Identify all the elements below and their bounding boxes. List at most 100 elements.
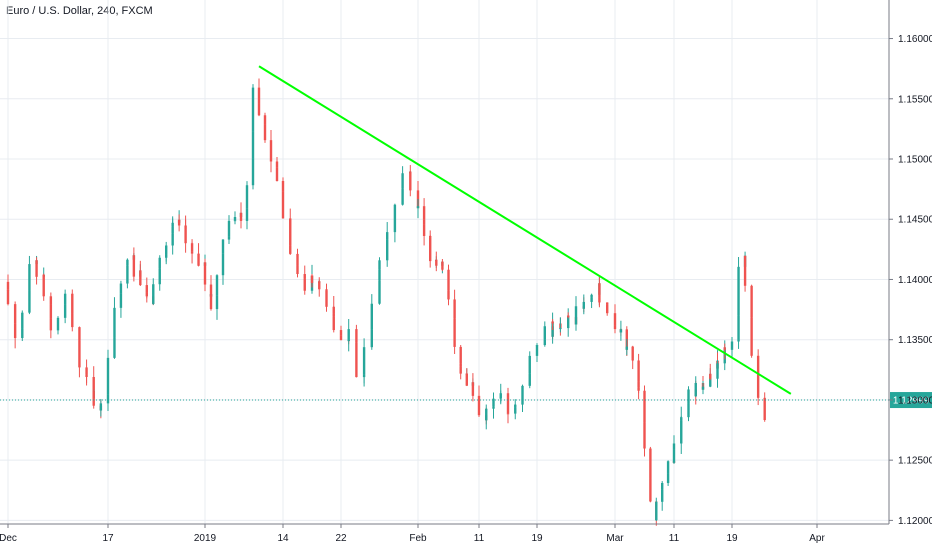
candle-body <box>386 232 389 240</box>
candle-body <box>506 397 510 414</box>
candle-body <box>435 259 438 266</box>
candle-body <box>750 285 753 318</box>
x-tick-label: 11 <box>474 533 485 544</box>
candle-body <box>139 270 142 286</box>
candle-body <box>716 363 719 369</box>
candle-body <box>672 443 676 450</box>
candle-body <box>171 222 174 227</box>
candle-body <box>289 233 292 246</box>
candle-body <box>477 395 481 408</box>
candle-body <box>132 255 136 277</box>
candle-body <box>233 217 237 221</box>
candle-body <box>637 360 640 382</box>
chart-title: Euro / U.S. Dollar, 240, FXCM <box>6 5 153 17</box>
candle-body <box>28 290 31 313</box>
candle-body <box>637 387 640 391</box>
y-tick-label: 1.15000 <box>898 155 932 166</box>
candle-body <box>269 153 273 162</box>
candle-body <box>362 347 366 375</box>
candle-body <box>687 389 690 404</box>
candle-body <box>672 449 676 463</box>
candle-body <box>567 315 570 329</box>
current-price-badge <box>890 392 932 409</box>
candle-body <box>441 261 444 270</box>
candle-body <box>78 340 81 368</box>
candle-body <box>422 224 426 236</box>
candle-body <box>251 87 255 132</box>
candle-body <box>453 299 456 319</box>
candle-body <box>574 306 578 325</box>
y-tick-label: 1.12500 <box>898 456 932 467</box>
candle-body <box>355 329 358 343</box>
candle-body <box>709 373 712 387</box>
candle-body <box>528 355 531 374</box>
candle-body <box>245 208 249 221</box>
candle-body <box>263 124 267 141</box>
candle-body <box>325 290 328 307</box>
x-tick-label: 19 <box>726 533 738 544</box>
candle-body <box>203 262 207 285</box>
candle-body <box>49 318 53 331</box>
candle-body <box>126 259 129 266</box>
candle-body <box>680 417 683 421</box>
x-tick-label: 11 <box>669 533 680 544</box>
x-tick-label: 22 <box>335 533 347 544</box>
candle-body <box>56 317 60 320</box>
candle-body <box>649 448 652 479</box>
candle-body <box>492 398 495 407</box>
y-tick-label: 1.16000 <box>898 34 932 45</box>
candle-body <box>619 329 623 333</box>
candle-body <box>209 294 213 310</box>
y-tick-label: 1.15500 <box>898 94 932 105</box>
candle-body <box>598 297 601 303</box>
candle-body <box>378 280 381 304</box>
candle-body <box>257 87 261 104</box>
candle-body <box>296 265 299 275</box>
candle-body <box>453 318 456 347</box>
x-tick-label: 2019 <box>194 533 217 544</box>
candle-body <box>429 237 432 262</box>
candle-body <box>215 275 219 296</box>
candle-body <box>551 321 554 324</box>
candle-body <box>535 345 539 347</box>
candle-body <box>92 391 95 406</box>
candle-body <box>275 167 279 182</box>
candle-body <box>631 346 634 359</box>
candle-body <box>409 171 412 191</box>
candle-body <box>119 293 123 308</box>
candle-body <box>63 293 67 305</box>
candle-body <box>637 381 640 388</box>
candle-body <box>393 204 397 213</box>
candle-body <box>126 265 129 284</box>
candle-body <box>190 251 194 254</box>
candle-body <box>625 346 628 350</box>
candle-body <box>332 316 335 331</box>
current-price-label: 1.12999 <box>893 396 930 407</box>
candle-body <box>661 482 664 490</box>
candle-body <box>743 255 747 286</box>
candle-body <box>42 274 45 297</box>
y-tick-label: 1.12000 <box>898 516 932 527</box>
candle-body <box>701 386 705 390</box>
candle-body <box>543 339 546 346</box>
candle-body <box>106 394 110 404</box>
candle-body <box>680 420 683 444</box>
candle-body <box>197 260 200 266</box>
candle-body <box>666 461 670 474</box>
candle-body <box>171 233 174 246</box>
candle-body <box>158 257 161 269</box>
candle-body <box>113 307 116 338</box>
candle-body <box>221 239 225 254</box>
candle-body <box>177 219 181 226</box>
candle-body <box>339 335 343 341</box>
candle-body <box>477 407 481 416</box>
candle-body <box>521 385 524 395</box>
candle-body <box>723 347 726 350</box>
y-tick-label: 1.13500 <box>898 335 932 346</box>
candle-body <box>152 284 155 304</box>
candle-body <box>750 317 753 356</box>
x-tick-label: 19 <box>531 533 543 544</box>
candle-body <box>694 382 697 397</box>
candle-body <box>355 342 358 378</box>
